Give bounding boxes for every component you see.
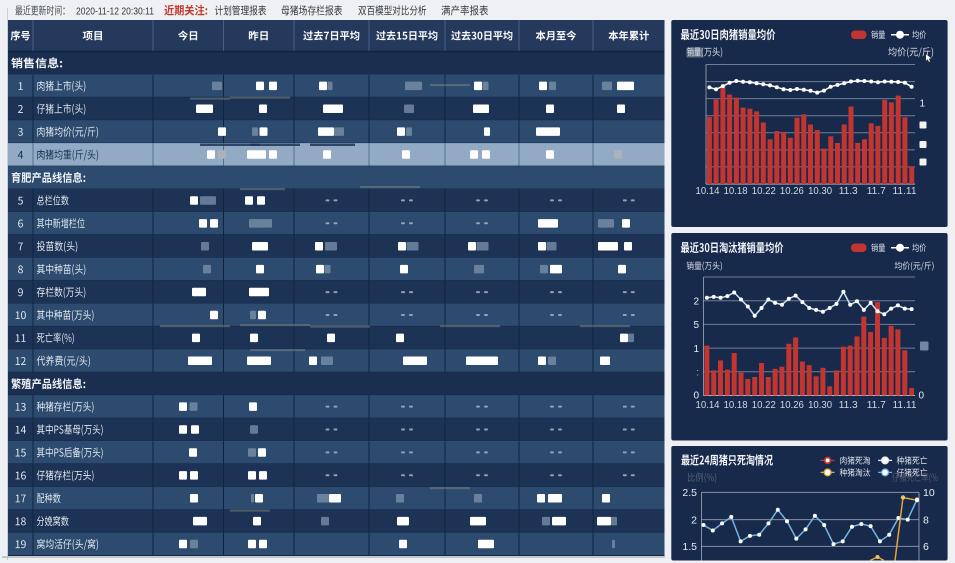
svg-text:10.18: 10.18: [724, 399, 748, 411]
svg-text:0: 0: [919, 391, 925, 402]
svg-text:11.11: 11.11: [893, 399, 917, 411]
svg-text:10.26: 10.26: [780, 399, 804, 411]
svg-text:10.30: 10.30: [808, 185, 832, 197]
svg-text:10.22: 10.22: [752, 185, 776, 197]
svg-text:1: 1: [693, 344, 699, 355]
svg-text:10.30: 10.30: [808, 399, 832, 411]
svg-text:10.14: 10.14: [696, 185, 720, 197]
svg-text:10.14: 10.14: [696, 399, 720, 411]
svg-text:10.22: 10.22: [752, 399, 776, 411]
svg-text:10: 10: [923, 487, 935, 499]
svg-text:2.5: 2.5: [682, 487, 697, 499]
svg-text:6: 6: [923, 541, 929, 553]
svg-text:2020-11-12 20:30:11: 2020-11-12 20:30:11: [76, 6, 154, 18]
svg-text:5: 5: [693, 320, 699, 331]
svg-text:10.26: 10.26: [780, 185, 804, 197]
svg-text:11.3: 11.3: [839, 185, 858, 197]
svg-text:2: 2: [691, 514, 697, 526]
svg-text:2: 2: [693, 297, 699, 308]
svg-text::: :: [696, 368, 699, 379]
svg-text:1: 1: [920, 99, 926, 110]
svg-text:11.11: 11.11: [893, 185, 917, 197]
svg-text:0: 0: [693, 391, 699, 402]
svg-text:10.18: 10.18: [724, 185, 748, 197]
svg-text:1.5: 1.5: [682, 541, 697, 553]
svg-text:8: 8: [923, 514, 929, 526]
svg-text:11.7: 11.7: [867, 399, 886, 411]
svg-text:11.7: 11.7: [867, 185, 886, 197]
svg-text:11.3: 11.3: [839, 399, 858, 411]
